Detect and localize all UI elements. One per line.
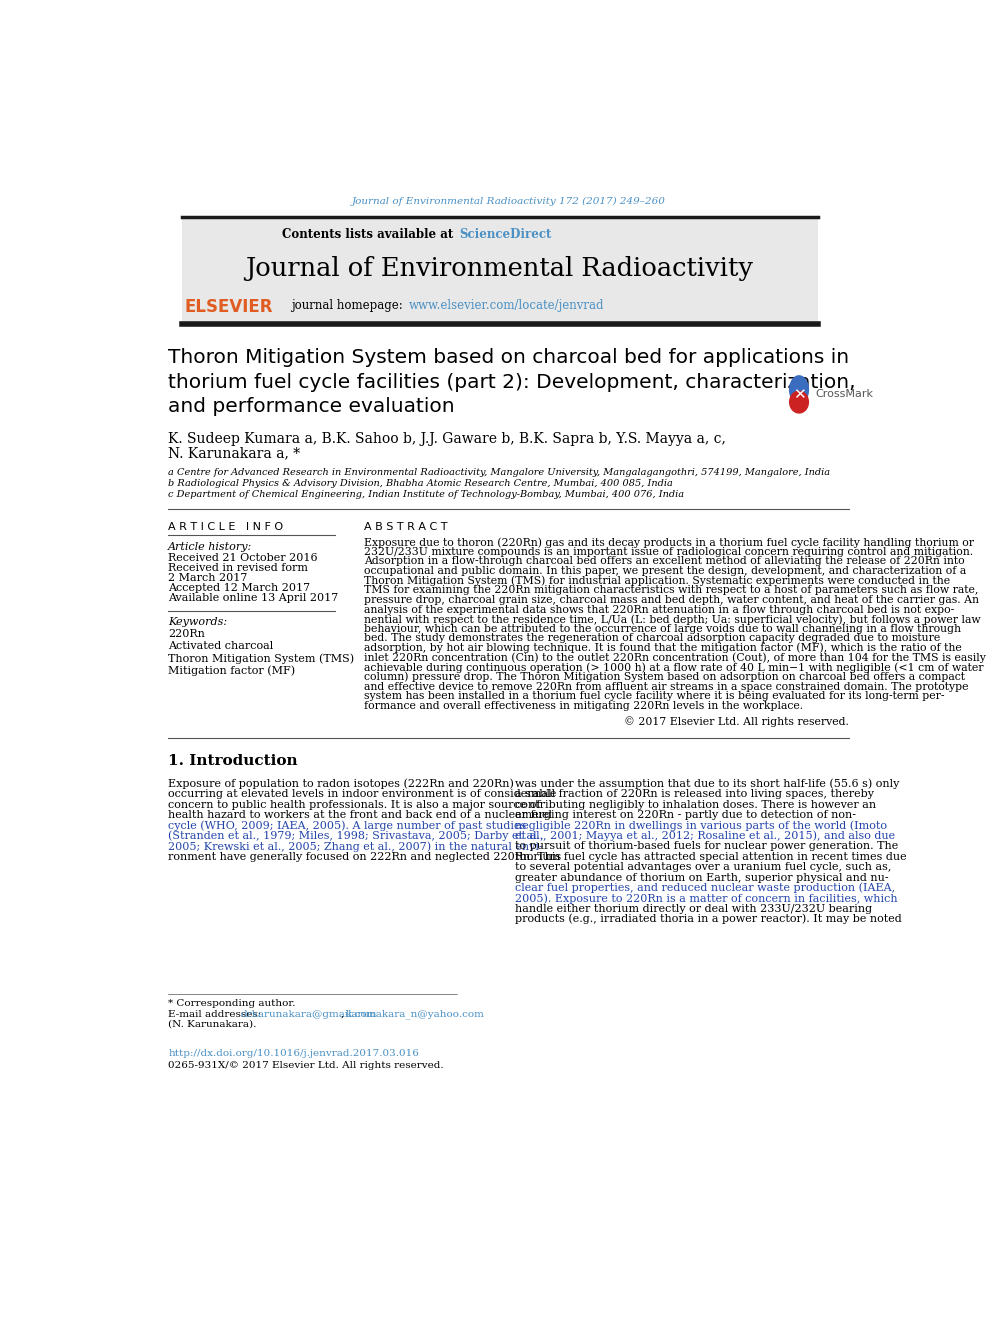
Text: nential with respect to the residence time, L/Ua (L: bed depth; Ua: superficial : nential with respect to the residence ti… xyxy=(364,614,981,624)
Text: Exposure of population to radon isotopes (222Rn and 220Rn): Exposure of population to radon isotopes… xyxy=(169,779,514,790)
Text: A B S T R A C T: A B S T R A C T xyxy=(364,521,447,532)
Text: Mitigation factor (MF): Mitigation factor (MF) xyxy=(169,665,296,676)
Text: occupational and public domain. In this paper, we present the design, developmen: occupational and public domain. In this … xyxy=(364,566,966,576)
Text: achievable during continuous operation (> 1000 h) at a flow rate of 40 L min−1 w: achievable during continuous operation (… xyxy=(364,662,984,672)
Text: Received 21 October 2016: Received 21 October 2016 xyxy=(169,553,317,562)
Text: N. Karunakara a, *: N. Karunakara a, * xyxy=(169,446,301,460)
Text: Exposure due to thoron (220Rn) gas and its decay products in a thorium fuel cycl: Exposure due to thoron (220Rn) gas and i… xyxy=(364,537,974,548)
Ellipse shape xyxy=(789,376,809,405)
Text: ELSEVIER: ELSEVIER xyxy=(185,299,273,316)
Text: drkarunakara@gmail.com: drkarunakara@gmail.com xyxy=(240,1009,377,1019)
Text: b Radiological Physics & Advisory Division, Bhabha Atomic Research Centre, Mumba: b Radiological Physics & Advisory Divisi… xyxy=(169,479,673,488)
Text: TMS for examining the 220Rn mitigation characteristics with respect to a host of: TMS for examining the 220Rn mitigation c… xyxy=(364,585,979,595)
Text: E-mail addresses:: E-mail addresses: xyxy=(169,1009,262,1019)
Bar xyxy=(183,217,817,324)
Text: CrossMark: CrossMark xyxy=(815,389,873,400)
Text: 2 March 2017: 2 March 2017 xyxy=(169,573,248,582)
Text: formance and overall effectiveness in mitigating 220Rn levels in the workplace.: formance and overall effectiveness in mi… xyxy=(364,701,804,710)
Text: ScienceDirect: ScienceDirect xyxy=(458,228,552,241)
Text: Available online 13 April 2017: Available online 13 April 2017 xyxy=(169,593,338,603)
Text: cycle (WHO, 2009; IAEA, 2005). A large number of past studies: cycle (WHO, 2009; IAEA, 2005). A large n… xyxy=(169,820,527,831)
Text: K. Sudeep Kumara a, B.K. Sahoo b, J.J. Gaware b, B.K. Sapra b, Y.S. Mayya a, c,: K. Sudeep Kumara a, B.K. Sahoo b, J.J. G… xyxy=(169,433,726,446)
Text: ,: , xyxy=(341,1009,344,1019)
Text: bed. The study demonstrates the regeneration of charcoal adsorption capacity deg: bed. The study demonstrates the regenera… xyxy=(364,634,940,643)
Text: thorium fuel cycle facilities (part 2): Development, characterization,: thorium fuel cycle facilities (part 2): … xyxy=(169,373,856,392)
Text: 2005). Exposure to 220Rn is a matter of concern in facilities, which: 2005). Exposure to 220Rn is a matter of … xyxy=(515,893,897,904)
Text: Thoron Mitigation System (TMS) for industrial application. Systematic experiment: Thoron Mitigation System (TMS) for indus… xyxy=(364,576,950,586)
Text: ✕: ✕ xyxy=(793,386,806,402)
Text: a Centre for Advanced Research in Environmental Radioactivity, Mangalore Univers: a Centre for Advanced Research in Enviro… xyxy=(169,468,830,478)
Text: inlet 220Rn concentration (Cin) to the outlet 220Rn concentration (Cout), of mor: inlet 220Rn concentration (Cin) to the o… xyxy=(364,652,986,663)
Text: and performance evaluation: and performance evaluation xyxy=(169,397,454,417)
Text: greater abundance of thorium on Earth, superior physical and nu-: greater abundance of thorium on Earth, s… xyxy=(515,873,888,882)
Text: Keywords:: Keywords: xyxy=(169,617,227,627)
Text: 1. Introduction: 1. Introduction xyxy=(169,754,298,767)
Text: * Corresponding author.: * Corresponding author. xyxy=(169,999,296,1008)
Text: Article history:: Article history: xyxy=(169,542,252,552)
Text: contributing negligibly to inhalation doses. There is however an: contributing negligibly to inhalation do… xyxy=(515,800,876,810)
Text: Thoron Mitigation System based on charcoal bed for applications in: Thoron Mitigation System based on charco… xyxy=(169,348,849,366)
Text: A R T I C L E   I N F O: A R T I C L E I N F O xyxy=(169,521,284,532)
Text: http://dx.doi.org/10.1016/j.jenvrad.2017.03.016: http://dx.doi.org/10.1016/j.jenvrad.2017… xyxy=(169,1049,419,1058)
Text: ronment have generally focused on 222Rn and neglected 220Rn. This: ronment have generally focused on 222Rn … xyxy=(169,852,561,861)
Text: occurring at elevated levels in indoor environment is of considerable: occurring at elevated levels in indoor e… xyxy=(169,790,557,799)
Text: analysis of the experimental data shows that 220Rn attenuation in a flow through: analysis of the experimental data shows … xyxy=(364,605,954,615)
Text: (Stranden et al., 1979; Miles, 1998; Srivastava, 2005; Darby et al.,: (Stranden et al., 1979; Miles, 1998; Sri… xyxy=(169,831,544,841)
Text: Activated charcoal: Activated charcoal xyxy=(169,642,274,651)
Text: and effective device to remove 220Rn from affluent air streams in a space constr: and effective device to remove 220Rn fro… xyxy=(364,681,969,692)
Text: a small fraction of 220Rn is released into living spaces, thereby: a small fraction of 220Rn is released in… xyxy=(515,790,874,799)
Text: www.elsevier.com/locate/jenvrad: www.elsevier.com/locate/jenvrad xyxy=(409,299,604,311)
Text: column) pressure drop. The Thoron Mitigation System based on adsorption on charc: column) pressure drop. The Thoron Mitiga… xyxy=(364,672,965,683)
Text: 232U/233U mixture compounds is an important issue of radiological concern requir: 232U/233U mixture compounds is an import… xyxy=(364,546,973,557)
Text: c Department of Chemical Engineering, Indian Institute of Technology-Bombay, Mum: c Department of Chemical Engineering, In… xyxy=(169,490,684,499)
Text: Journal of Environmental Radioactivity 172 (2017) 249–260: Journal of Environmental Radioactivity 1… xyxy=(351,197,666,205)
Text: Adsorption in a flow-through charcoal bed offers an excellent method of alleviat: Adsorption in a flow-through charcoal be… xyxy=(364,557,965,566)
Text: adsorption, by hot air blowing technique. It is found that the mitigation factor: adsorption, by hot air blowing technique… xyxy=(364,643,962,654)
Ellipse shape xyxy=(789,390,809,414)
Text: journal homepage:: journal homepage: xyxy=(292,299,407,311)
Text: Accepted 12 March 2017: Accepted 12 March 2017 xyxy=(169,582,310,593)
Text: (N. Karunakara).: (N. Karunakara). xyxy=(169,1020,257,1029)
Text: karunakara_n@yahoo.com: karunakara_n@yahoo.com xyxy=(345,1009,484,1019)
Text: © 2017 Elsevier Ltd. All rights reserved.: © 2017 Elsevier Ltd. All rights reserved… xyxy=(624,716,848,728)
Text: Contents lists available at: Contents lists available at xyxy=(282,228,457,241)
Text: et al., 2001; Mayya et al., 2012; Rosaline et al., 2015), and also due: et al., 2001; Mayya et al., 2012; Rosali… xyxy=(515,831,895,841)
Text: system has been installed in a thorium fuel cycle facility where it is being eva: system has been installed in a thorium f… xyxy=(364,691,944,701)
Text: 2005; Krewski et al., 2005; Zhang et al., 2007) in the natural envi-: 2005; Krewski et al., 2005; Zhang et al.… xyxy=(169,841,543,852)
Text: 220Rn: 220Rn xyxy=(169,628,205,639)
Text: negligible 220Rn in dwellings in various parts of the world (Imoto: negligible 220Rn in dwellings in various… xyxy=(515,820,887,831)
Text: 0265-931X/© 2017 Elsevier Ltd. All rights reserved.: 0265-931X/© 2017 Elsevier Ltd. All right… xyxy=(169,1061,443,1069)
Text: behaviour, which can be attributed to the occurrence of large voids due to wall : behaviour, which can be attributed to th… xyxy=(364,624,961,634)
Text: to several potential advantages over a uranium fuel cycle, such as,: to several potential advantages over a u… xyxy=(515,863,891,872)
Text: products (e.g., irradiated thoria in a power reactor). It may be noted: products (e.g., irradiated thoria in a p… xyxy=(515,914,902,925)
Text: handle either thorium directly or deal with 233U/232U bearing: handle either thorium directly or deal w… xyxy=(515,904,872,914)
Text: clear fuel properties, and reduced nuclear waste production (IAEA,: clear fuel properties, and reduced nucle… xyxy=(515,882,895,893)
Text: concern to public health professionals. It is also a major source of: concern to public health professionals. … xyxy=(169,800,541,810)
Text: thorium fuel cycle has attracted special attention in recent times due: thorium fuel cycle has attracted special… xyxy=(515,852,907,861)
Text: Thoron Mitigation System (TMS): Thoron Mitigation System (TMS) xyxy=(169,654,354,664)
Text: to pursuit of thorium-based fuels for nuclear power generation. The: to pursuit of thorium-based fuels for nu… xyxy=(515,841,898,852)
Text: Received in revised form: Received in revised form xyxy=(169,562,309,573)
Text: was under the assumption that due to its short half-life (55.6 s) only: was under the assumption that due to its… xyxy=(515,779,899,790)
Text: pressure drop, charcoal grain size, charcoal mass and bed depth, water content, : pressure drop, charcoal grain size, char… xyxy=(364,595,979,605)
Text: Journal of Environmental Radioactivity: Journal of Environmental Radioactivity xyxy=(245,255,753,280)
Text: health hazard to workers at the front and back end of a nuclear fuel: health hazard to workers at the front an… xyxy=(169,810,553,820)
Text: emerging interest on 220Rn - partly due to detection of non-: emerging interest on 220Rn - partly due … xyxy=(515,810,855,820)
